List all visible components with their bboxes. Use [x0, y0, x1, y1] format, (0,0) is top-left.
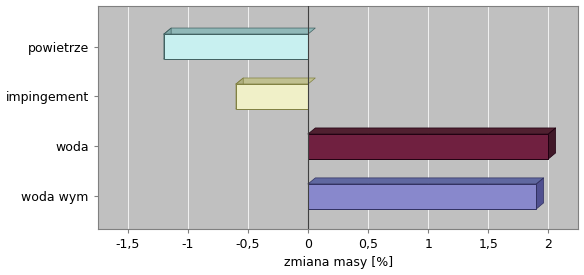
- Polygon shape: [164, 28, 171, 59]
- Polygon shape: [236, 78, 243, 109]
- Polygon shape: [548, 128, 555, 159]
- Polygon shape: [164, 28, 315, 34]
- Bar: [164, 34, 308, 59]
- X-axis label: zmiana masy [%]: zmiana masy [%]: [284, 257, 392, 269]
- Bar: [308, 134, 548, 159]
- Polygon shape: [308, 178, 544, 184]
- Bar: [236, 84, 308, 109]
- Polygon shape: [236, 78, 315, 84]
- Polygon shape: [308, 128, 555, 134]
- Bar: [308, 184, 536, 209]
- Polygon shape: [536, 178, 544, 209]
